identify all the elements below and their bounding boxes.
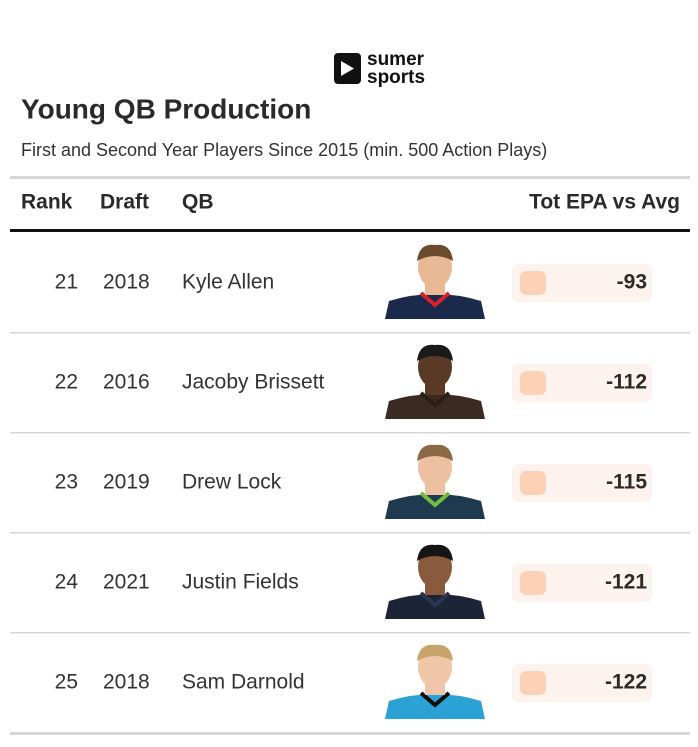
qb-name: Sam Darnold: [182, 671, 305, 694]
hair: [417, 644, 453, 661]
rank: 21: [55, 271, 78, 294]
qb-name: Kyle Allen: [182, 271, 274, 294]
jersey-trim: [419, 291, 451, 308]
subtitle: First and Second Year Players Since 2015…: [21, 140, 547, 160]
headshot: [385, 344, 485, 419]
epa-value: -115: [606, 471, 647, 494]
epa-cell: [512, 464, 652, 502]
epa-value: -112: [606, 371, 647, 394]
title: Young QB Production: [21, 93, 311, 124]
epa-value: -122: [605, 671, 647, 694]
qb-name: Justin Fields: [182, 571, 299, 594]
draft-year: 2019: [103, 471, 150, 494]
jersey-trim: [419, 591, 451, 608]
logo-arrow: [341, 61, 354, 76]
logo: sumer sports: [334, 49, 425, 88]
logo-text: sports: [367, 67, 425, 88]
epa-cell: [512, 364, 652, 402]
row-rule: [10, 632, 690, 634]
logo-text: sumer: [367, 49, 425, 70]
headshot: [385, 444, 485, 519]
headshot: [385, 644, 485, 719]
draft-year: 2018: [103, 271, 150, 294]
epa-swatch: [520, 371, 546, 395]
jersey-trim: [419, 691, 451, 708]
epa-swatch: [520, 271, 546, 295]
top-rule: [10, 176, 690, 179]
rank: 24: [55, 571, 79, 594]
epa-cell: [512, 564, 652, 602]
qb-name: Jacoby Brissett: [182, 371, 325, 394]
draft-year: 2021: [103, 571, 150, 594]
hair: [417, 444, 453, 461]
headshot: [385, 244, 485, 319]
jersey-trim: [419, 491, 451, 508]
epa-value: -93: [617, 271, 647, 294]
qb-name: Drew Lock: [182, 471, 282, 494]
epa-cell: [512, 264, 652, 302]
column-header: Tot EPA vs Avg: [529, 191, 680, 214]
epa-swatch: [520, 471, 546, 495]
headshot: [385, 544, 485, 619]
draft-year: 2018: [103, 671, 150, 694]
rank: 22: [55, 371, 78, 394]
epa-swatch: [520, 671, 546, 695]
epa-swatch: [520, 571, 546, 595]
header-rule: [10, 229, 690, 232]
jersey-trim: [419, 391, 451, 408]
epa-value: -121: [605, 571, 647, 594]
column-header: Draft: [100, 191, 149, 214]
hair: [417, 344, 453, 361]
epa-cell: [512, 664, 652, 702]
rank: 23: [55, 471, 78, 494]
rank: 25: [55, 671, 78, 694]
hair: [417, 544, 453, 561]
row-rule: [10, 332, 690, 334]
row-rule: [10, 732, 690, 735]
row-rule: [10, 532, 690, 534]
row-rule: [10, 432, 690, 434]
draft-year: 2016: [103, 371, 150, 394]
hair: [417, 244, 453, 261]
column-header: Rank: [21, 191, 73, 214]
column-header: QB: [182, 191, 214, 214]
